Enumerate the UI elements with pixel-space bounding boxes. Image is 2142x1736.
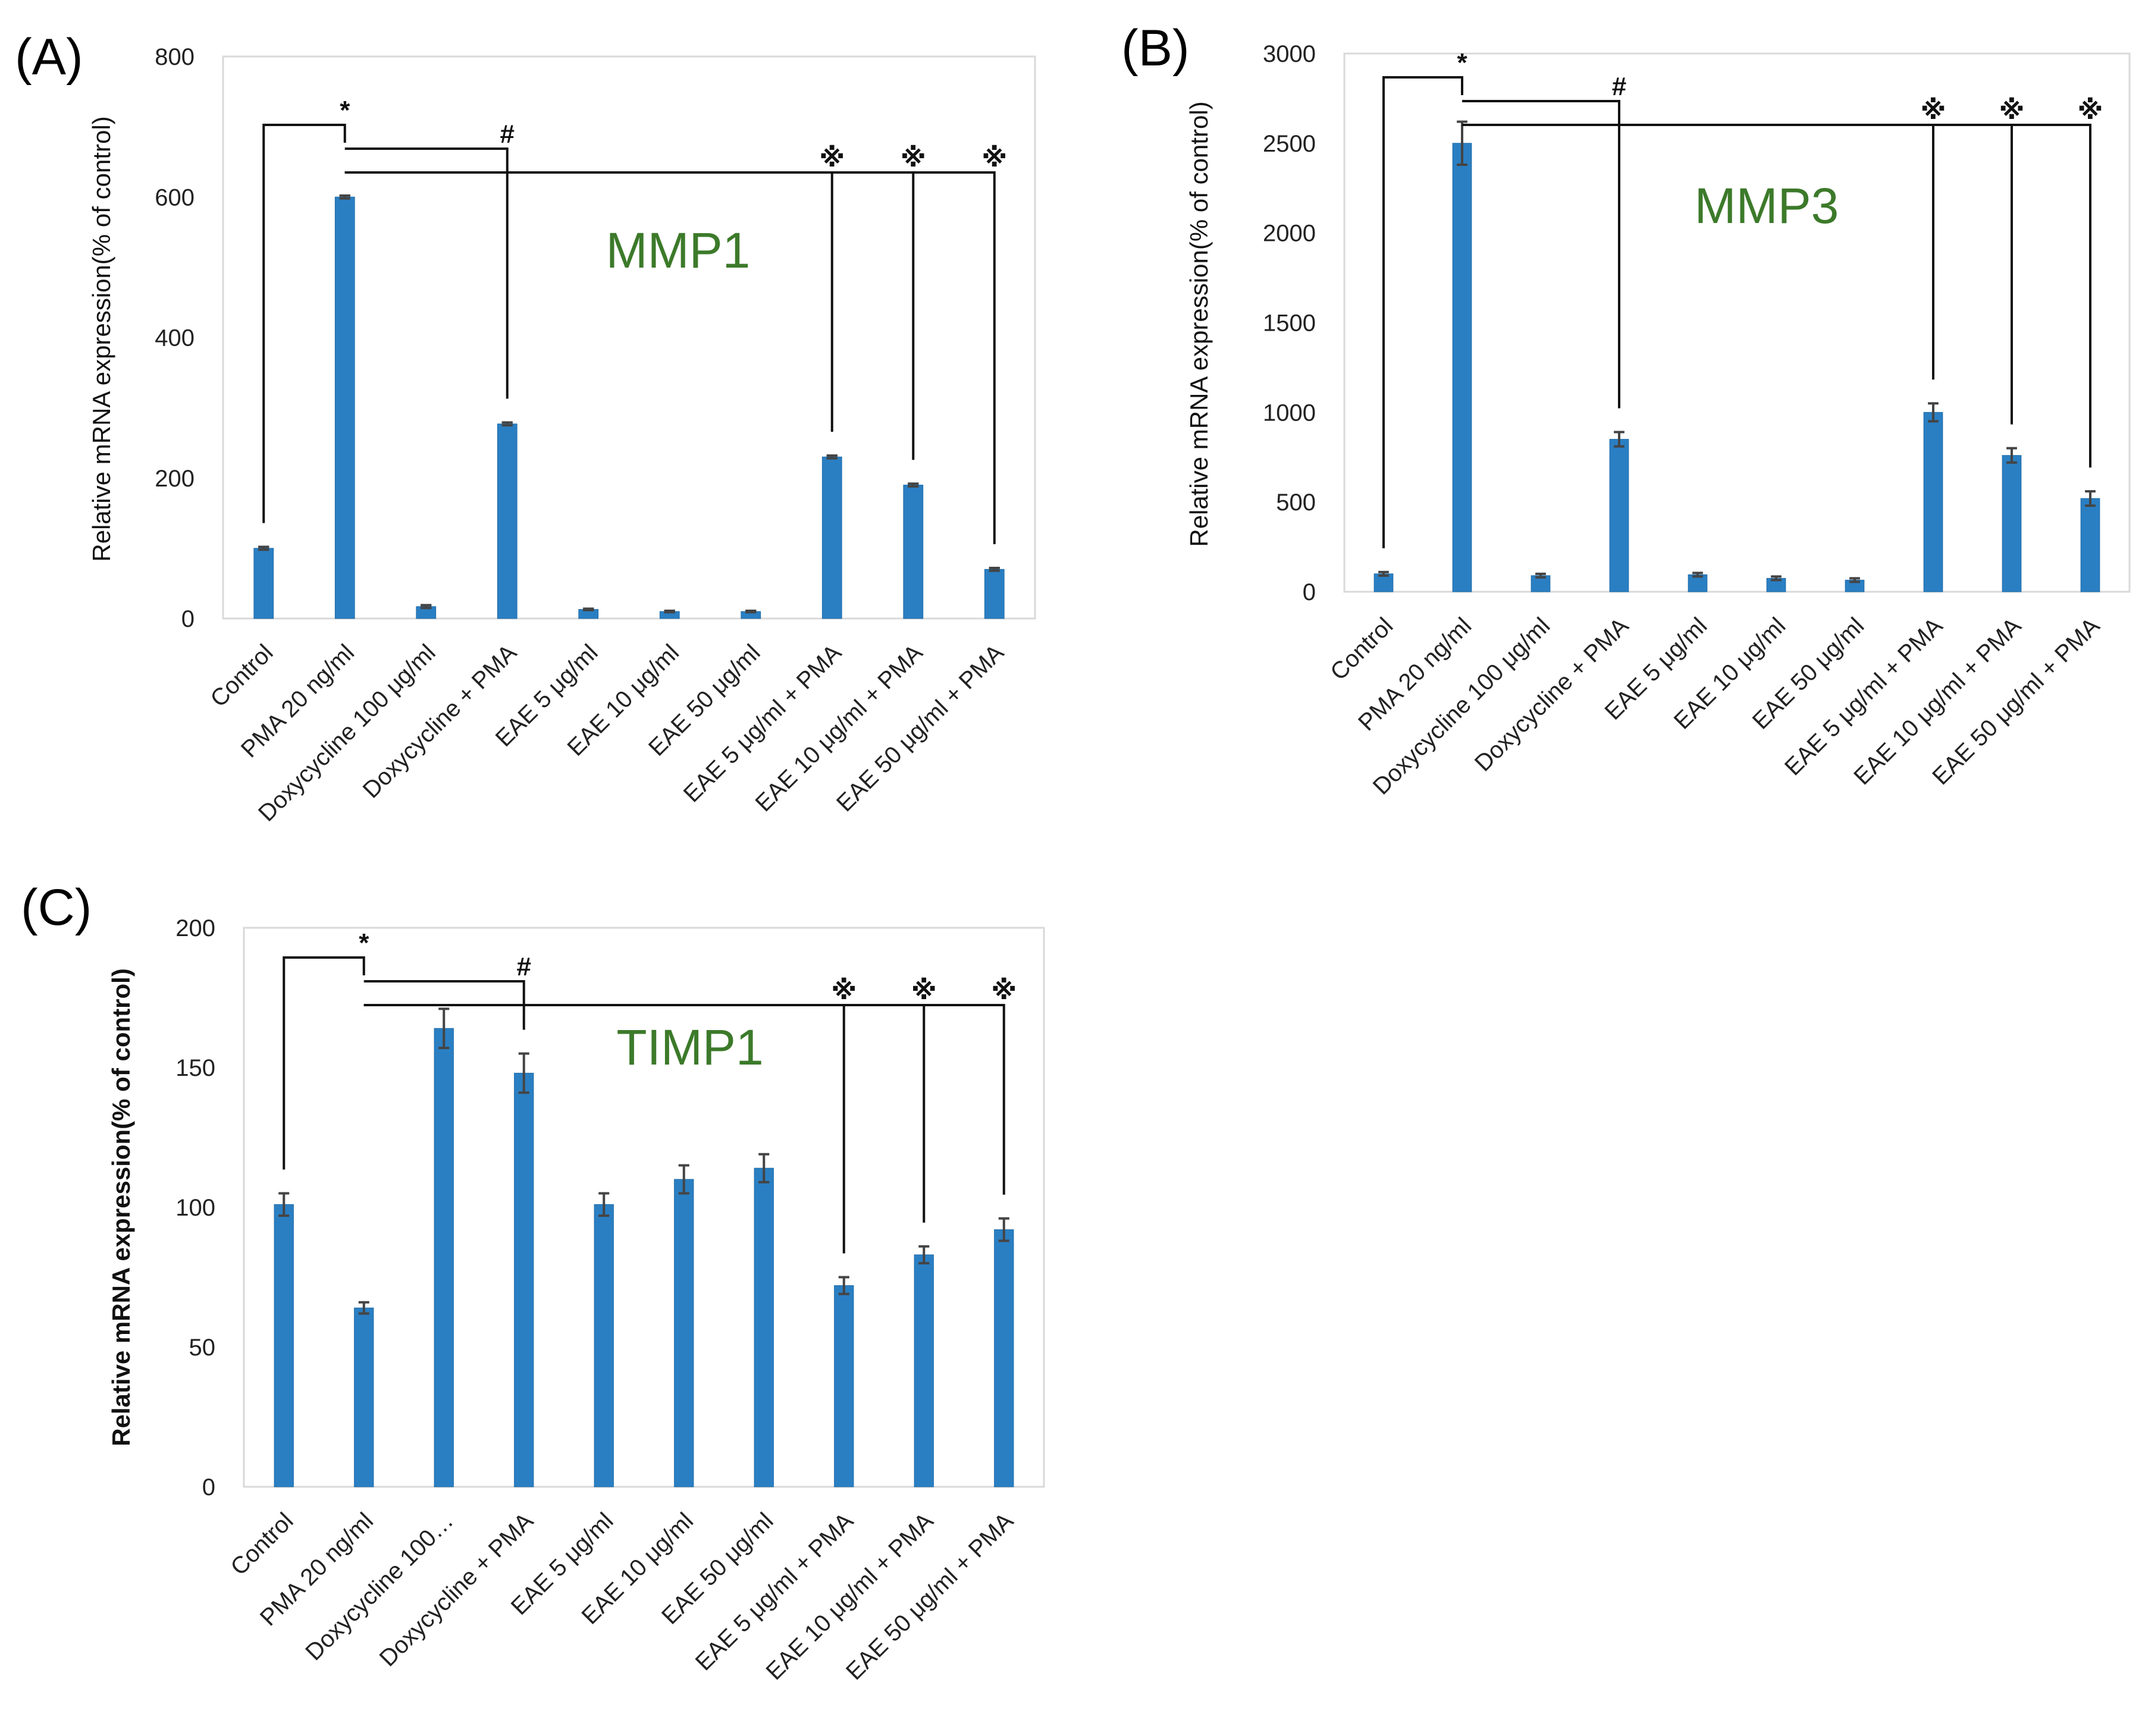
y-tick-label: 600 bbox=[155, 184, 195, 211]
significance-bracket bbox=[1462, 100, 1620, 409]
significance-marker: ※ bbox=[981, 143, 1007, 172]
significance-bracket bbox=[344, 171, 833, 432]
panel-label: (A) bbox=[15, 29, 83, 86]
bar bbox=[434, 1028, 454, 1487]
y-tick-label: 200 bbox=[175, 915, 215, 941]
x-category-label: EAE 5 μg/ml + PMA bbox=[1780, 613, 1948, 781]
significance-bracket bbox=[1462, 124, 2091, 468]
bar bbox=[1609, 439, 1629, 592]
x-category-label: EAE 5 μg/ml + PMA bbox=[691, 1508, 859, 1676]
bar bbox=[984, 569, 1005, 619]
significance-marker: ※ bbox=[1999, 96, 2025, 125]
bar bbox=[994, 1229, 1014, 1487]
significance-marker: * bbox=[340, 96, 350, 125]
bar bbox=[821, 456, 842, 619]
significance-bracket bbox=[344, 171, 915, 460]
bar bbox=[274, 1204, 294, 1487]
x-category-label: Doxycycline 100… bbox=[300, 1508, 458, 1665]
plot-area-border bbox=[243, 927, 1045, 1488]
significance-marker: ※ bbox=[831, 976, 857, 1005]
significance-marker: # bbox=[1612, 72, 1626, 101]
panel-label: (C) bbox=[21, 879, 92, 936]
bar bbox=[1923, 412, 1943, 592]
y-axis-label: Relative mRNA expression(% of control) bbox=[1185, 101, 1213, 547]
y-tick-label: 800 bbox=[155, 44, 195, 70]
significance-marker: # bbox=[517, 952, 531, 981]
significance-bracket bbox=[344, 171, 996, 544]
x-category-label: Control bbox=[205, 639, 278, 712]
bar bbox=[354, 1307, 374, 1487]
y-tick-label: 2500 bbox=[1263, 131, 1316, 157]
significance-bracket bbox=[363, 1004, 1005, 1195]
significance-marker: # bbox=[500, 120, 515, 149]
bar bbox=[914, 1254, 934, 1487]
y-tick-label: 1000 bbox=[1263, 400, 1316, 426]
panel-b-mmp3: (B) 0 500 1000 1500 2000 2500 3000 Relative mRNA… bbox=[1121, 20, 2131, 800]
y-axis-label: Relative mRNA expression(% of control) bbox=[107, 968, 135, 1446]
y-tick-label: 3000 bbox=[1263, 41, 1316, 67]
significance-bracket bbox=[344, 147, 509, 399]
significance-bracket bbox=[262, 124, 346, 523]
bar bbox=[903, 485, 924, 619]
gene-title: MMP3 bbox=[1695, 178, 1839, 234]
panel-a-mmp1: (A) 0 200 400 600 800 Relative mRNA expression… bbox=[15, 29, 1036, 827]
bar bbox=[514, 1072, 534, 1487]
y-axis-label: Relative mRNA expression(% of control) bbox=[87, 116, 115, 561]
panel-c-timp1: (C) 0 50 100 150 200 Relative mRNA expression(… bbox=[21, 879, 1045, 1685]
significance-bracket bbox=[363, 980, 525, 1030]
significance-bracket bbox=[1462, 124, 2013, 425]
significance-bracket bbox=[283, 956, 365, 1170]
y-tick-label: 0 bbox=[1303, 579, 1316, 605]
bar bbox=[497, 423, 518, 619]
significance-marker: ※ bbox=[991, 976, 1017, 1005]
bar bbox=[834, 1285, 854, 1487]
panel-label: (B) bbox=[1121, 20, 1190, 77]
y-tick-label: 400 bbox=[155, 325, 195, 351]
y-tick-label: 2000 bbox=[1263, 221, 1316, 247]
significance-bracket bbox=[1382, 76, 1463, 548]
y-tick-label: 200 bbox=[155, 466, 195, 492]
significance-marker: ※ bbox=[911, 976, 937, 1005]
bar bbox=[334, 196, 355, 619]
significance-marker: ※ bbox=[1921, 96, 1946, 125]
significance-marker: * bbox=[1457, 48, 1467, 77]
plot-area-border bbox=[1343, 52, 2131, 593]
bar bbox=[253, 548, 274, 619]
significance-marker: ※ bbox=[819, 143, 845, 172]
y-tick-label: 50 bbox=[189, 1335, 216, 1361]
bar bbox=[1452, 143, 1472, 592]
bar bbox=[2002, 455, 2022, 592]
y-tick-label: 500 bbox=[1276, 489, 1316, 516]
x-category-label: Control bbox=[225, 1508, 298, 1580]
x-category-label: EAE 5 μg/ml + PMA bbox=[679, 639, 847, 808]
x-category-label: Doxycycline + PMA bbox=[1470, 613, 1634, 777]
x-category-label: Doxycycline + PMA bbox=[375, 1508, 539, 1672]
significance-marker: ※ bbox=[2078, 96, 2103, 125]
gene-title: TIMP1 bbox=[616, 1019, 763, 1075]
significance-marker: ※ bbox=[901, 143, 926, 172]
bar bbox=[754, 1167, 774, 1487]
y-tick-label: 0 bbox=[202, 1474, 215, 1500]
x-category-label: EAE 50 μg/ml + PMA bbox=[832, 639, 1009, 817]
x-category-label: Doxycycline + PMA bbox=[358, 639, 522, 803]
y-tick-label: 0 bbox=[181, 606, 195, 632]
significance-bracket bbox=[1462, 124, 1934, 380]
y-tick-label: 100 bbox=[175, 1195, 215, 1221]
bar bbox=[594, 1204, 614, 1487]
bar bbox=[674, 1179, 694, 1487]
x-category-label: Control bbox=[1325, 613, 1398, 685]
bar bbox=[2080, 498, 2100, 592]
y-tick-label: 1500 bbox=[1263, 310, 1316, 337]
plot-area-border bbox=[222, 55, 1036, 620]
y-tick-label: 150 bbox=[175, 1055, 215, 1081]
significance-marker: * bbox=[359, 928, 369, 958]
gene-title: MMP1 bbox=[606, 222, 751, 278]
